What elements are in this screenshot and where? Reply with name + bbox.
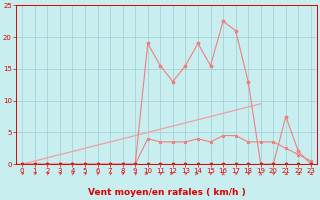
X-axis label: Vent moyen/en rafales ( km/h ): Vent moyen/en rafales ( km/h ) <box>88 188 245 197</box>
